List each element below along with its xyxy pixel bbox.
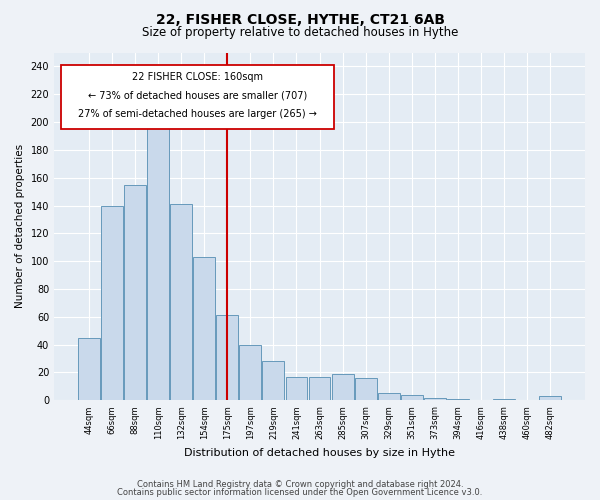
- Bar: [332, 374, 353, 400]
- Text: ← 73% of detached houses are smaller (707): ← 73% of detached houses are smaller (70…: [88, 90, 307, 101]
- Bar: [355, 378, 377, 400]
- Bar: [377, 394, 400, 400]
- Text: Contains public sector information licensed under the Open Government Licence v3: Contains public sector information licen…: [118, 488, 482, 497]
- Bar: [308, 376, 331, 400]
- Bar: [78, 338, 100, 400]
- Bar: [447, 399, 469, 400]
- Text: 27% of semi-detached houses are larger (265) →: 27% of semi-detached houses are larger (…: [78, 109, 317, 119]
- Text: 22 FISHER CLOSE: 160sqm: 22 FISHER CLOSE: 160sqm: [132, 72, 263, 83]
- X-axis label: Distribution of detached houses by size in Hythe: Distribution of detached houses by size …: [184, 448, 455, 458]
- Bar: [493, 399, 515, 400]
- FancyBboxPatch shape: [61, 64, 334, 129]
- Bar: [101, 206, 123, 400]
- Bar: [539, 396, 561, 400]
- Bar: [424, 398, 446, 400]
- Bar: [262, 362, 284, 401]
- Bar: [193, 257, 215, 400]
- Bar: [401, 394, 422, 400]
- Text: 22, FISHER CLOSE, HYTHE, CT21 6AB: 22, FISHER CLOSE, HYTHE, CT21 6AB: [155, 12, 445, 26]
- Bar: [170, 204, 192, 400]
- Bar: [124, 184, 146, 400]
- Bar: [239, 344, 262, 401]
- Bar: [286, 376, 307, 400]
- Y-axis label: Number of detached properties: Number of detached properties: [15, 144, 25, 308]
- Text: Size of property relative to detached houses in Hythe: Size of property relative to detached ho…: [142, 26, 458, 39]
- Bar: [217, 316, 238, 400]
- Text: Contains HM Land Registry data © Crown copyright and database right 2024.: Contains HM Land Registry data © Crown c…: [137, 480, 463, 489]
- Bar: [147, 126, 169, 400]
